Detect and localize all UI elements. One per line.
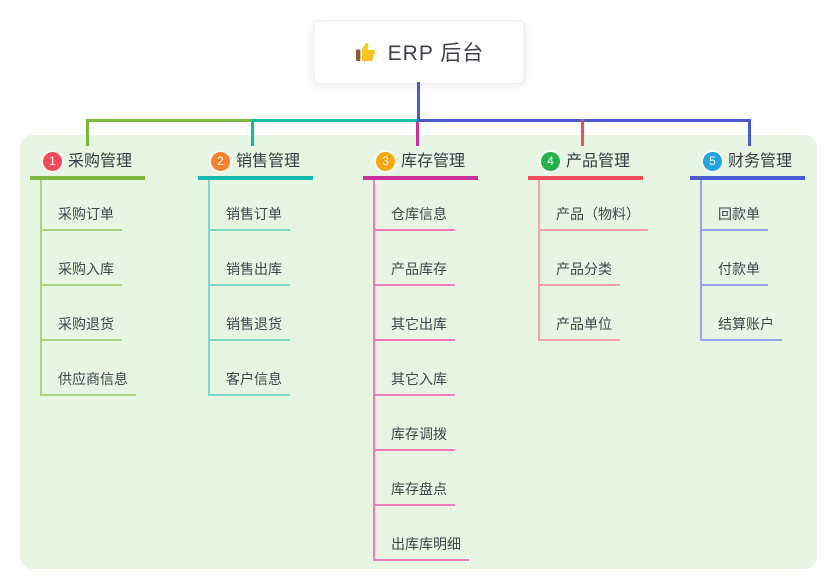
module-branch-vline (208, 180, 210, 396)
branch-drop-line (748, 119, 751, 146)
module-underline (30, 176, 145, 180)
thumbs-up-icon (354, 40, 378, 64)
submodule-item[interactable]: 销售出库 (208, 259, 290, 286)
modules-panel (20, 135, 817, 569)
module-title[interactable]: 采购管理 (68, 153, 133, 170)
submodule-item[interactable]: 库存盘点 (373, 479, 455, 506)
module-branch-vline (700, 180, 702, 341)
module-branch-vline (538, 180, 540, 341)
branch-drop-line (581, 119, 584, 146)
root-title: ERP 后台 (387, 42, 485, 65)
branch-drop-line (86, 119, 89, 146)
submodule-item[interactable]: 仓库信息 (373, 204, 455, 231)
submodule-item[interactable]: 客户信息 (208, 369, 290, 396)
submodule-item[interactable]: 采购订单 (40, 204, 122, 231)
submodule-item[interactable]: 销售订单 (208, 204, 290, 231)
branch-drop-line (251, 119, 254, 146)
module-underline (690, 176, 805, 180)
root-node[interactable]: ERP 后台 (313, 20, 525, 84)
module-title[interactable]: 库存管理 (401, 153, 466, 170)
module-branch-vline (40, 180, 42, 396)
submodule-item[interactable]: 产品单位 (538, 314, 620, 341)
submodule-item[interactable]: 库存调拨 (373, 424, 455, 451)
branch-bus-segment (417, 119, 751, 122)
module-badge: 5 (703, 152, 722, 171)
module-title[interactable]: 产品管理 (566, 153, 631, 170)
submodule-item[interactable]: 付款单 (700, 259, 768, 286)
submodule-item[interactable]: 采购退货 (40, 314, 122, 341)
submodule-item[interactable]: 结算账户 (700, 314, 782, 341)
submodule-item[interactable]: 供应商信息 (40, 369, 136, 396)
submodule-item[interactable]: 出库库明细 (373, 534, 469, 561)
module-badge: 4 (541, 152, 560, 171)
branch-drop-line (416, 122, 419, 146)
module-badge: 1 (43, 152, 62, 171)
module-underline (528, 176, 643, 180)
module-underline (363, 176, 478, 180)
submodule-item[interactable]: 其它入库 (373, 369, 455, 396)
module-title[interactable]: 销售管理 (236, 153, 301, 170)
submodule-item[interactable]: 销售退货 (208, 314, 290, 341)
submodule-item[interactable]: 采购入库 (40, 259, 122, 286)
branch-bus-segment (253, 119, 418, 122)
module-badge: 3 (376, 152, 395, 171)
root-connector-line (417, 82, 420, 122)
module-title[interactable]: 财务管理 (728, 153, 793, 170)
submodule-item[interactable]: 产品（物料） (538, 204, 648, 231)
submodule-item[interactable]: 其它出库 (373, 314, 455, 341)
submodule-item[interactable]: 产品分类 (538, 259, 620, 286)
submodule-item[interactable]: 产品库存 (373, 259, 455, 286)
module-badge: 2 (211, 152, 230, 171)
module-underline (198, 176, 313, 180)
submodule-item[interactable]: 回款单 (700, 204, 768, 231)
module-branch-vline (373, 180, 375, 561)
branch-bus-segment (86, 119, 253, 122)
